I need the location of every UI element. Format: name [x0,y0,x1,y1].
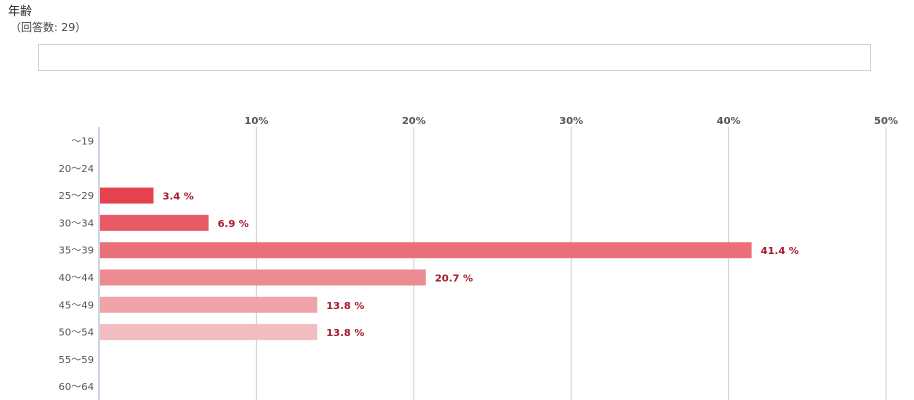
data-label: 6.9 % [218,219,249,230]
bar [100,296,318,313]
category-label: 50～54 [59,328,94,339]
bar [100,214,209,231]
bar [100,187,154,204]
response-count: （回答数: 29） [10,21,87,34]
category-label: 45～49 [59,300,94,311]
x-tick-label: 20% [402,116,426,127]
category-label: 30～34 [59,218,94,229]
x-tick-label: 30% [559,116,583,127]
data-label: 20.7 % [435,274,473,285]
x-tick-label: 50% [874,116,898,127]
x-tick-label: 40% [717,116,741,127]
data-label: 13.8 % [326,301,364,312]
x-tick-label: 10% [244,116,268,127]
bar [100,324,318,341]
data-label: 3.4 % [163,192,194,203]
category-label: 55～59 [59,355,94,366]
data-label: 13.8 % [326,328,364,339]
category-label: ～19 [71,137,94,148]
chart-title: 年齢 [8,4,33,18]
data-label: 41.4 % [761,246,799,257]
comment-box [38,44,871,71]
category-label: 40～44 [59,273,94,284]
category-label: 35～39 [59,246,94,257]
category-label: 60～64 [59,382,94,393]
category-label: 25～29 [59,191,94,202]
bar [100,242,752,259]
category-label: 20～24 [59,164,94,175]
bar [100,269,426,286]
